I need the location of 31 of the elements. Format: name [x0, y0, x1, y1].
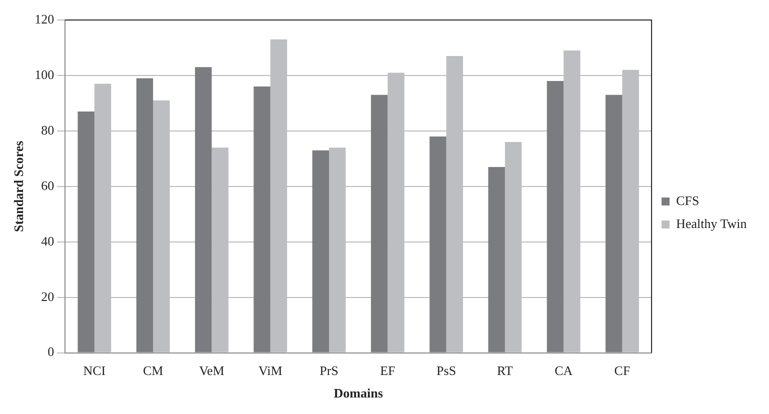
x-tick-label: PsS [436, 363, 456, 378]
bar [136, 78, 154, 352]
bar [430, 136, 446, 352]
bar [78, 112, 94, 352]
x-tick-label: CA [554, 363, 574, 378]
bar [488, 166, 505, 352]
bar [254, 86, 270, 352]
x-tick-label: CF [614, 363, 630, 378]
x-tick-label: ViM [258, 363, 283, 378]
x-tick-label: PrS [320, 363, 338, 378]
y-tick-label: 20 [41, 288, 54, 304]
y-tick-label: 40 [41, 233, 54, 248]
x-tick-label: RT [497, 363, 513, 378]
x-tick-label: CM [142, 363, 164, 378]
legend-label: Healthy Twin [676, 216, 748, 231]
y-tick-label: 0 [48, 344, 54, 360]
legend-label: CFS [676, 192, 700, 208]
y-tick-label: 120 [34, 11, 54, 26]
bar [606, 94, 622, 352]
bar [370, 94, 388, 352]
y-tick-label: 60 [41, 178, 54, 193]
y-tick-label: 100 [34, 66, 54, 82]
bar [312, 150, 330, 352]
y-tick-label: 80 [41, 122, 54, 138]
y-axis-title: Standard Scores [11, 140, 26, 232]
x-tick-label: NCI [83, 363, 106, 378]
bar [195, 67, 212, 352]
bar [546, 81, 564, 352]
x-tick-label: EF [380, 363, 396, 378]
x-tick-label: VeM [199, 363, 225, 378]
x-axis-title: Domains [334, 386, 383, 401]
